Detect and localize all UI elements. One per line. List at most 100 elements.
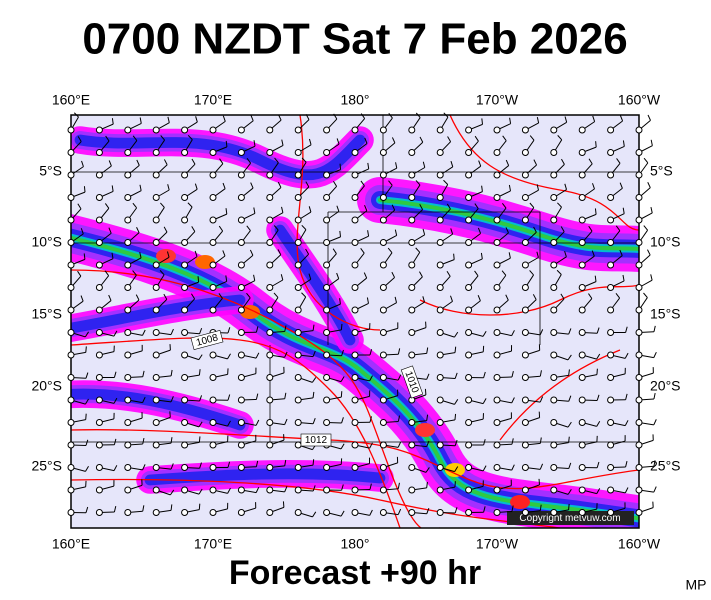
wind-barb-flag [253, 274, 256, 281]
wind-station [578, 486, 586, 494]
wind-barb-flag [477, 295, 481, 301]
wind-station [294, 441, 302, 449]
wind-station [465, 126, 473, 134]
wind-station [237, 171, 245, 179]
wind-station [351, 171, 359, 179]
wind-barb-flag [594, 208, 597, 215]
wind-station [408, 351, 416, 359]
wind-station [266, 329, 274, 336]
wind-barb-flag [650, 206, 653, 214]
wind-barb-flag [483, 439, 486, 446]
wind-station [323, 396, 331, 404]
wind-station [493, 486, 501, 494]
wind-station [209, 216, 217, 224]
wind-barb-flag [132, 270, 137, 276]
wind-station [550, 171, 558, 179]
wind-barb-flag [419, 271, 423, 278]
wind-barb-flag [391, 204, 396, 211]
wind-barb-flag [647, 249, 651, 256]
wind-station [323, 419, 331, 426]
wind-barb-flag [250, 182, 254, 189]
wind-station [408, 306, 416, 314]
wind-station [152, 126, 160, 134]
wind-barb-flag [170, 463, 174, 470]
wind-barb-flag [508, 184, 511, 192]
wind-barb-flag [225, 275, 228, 282]
wind-station [436, 441, 444, 449]
wind-barb-flag [159, 270, 165, 276]
wind-barb-flag [650, 139, 653, 146]
wind-barb-flag [305, 181, 310, 188]
wind-barb-flag [483, 371, 486, 378]
wind-station [209, 284, 217, 291]
wind-station [181, 486, 189, 494]
wind-barb-flag [167, 184, 170, 191]
wind-station [351, 374, 359, 381]
wind-barb-flag [426, 373, 430, 380]
wind-barb-flag [653, 392, 656, 400]
wind-station [237, 464, 245, 471]
wind-station [465, 239, 473, 246]
wind-station [67, 149, 75, 156]
wind-station [124, 239, 132, 246]
wind-barb-flag [481, 185, 483, 192]
wind-barb-flag [336, 138, 340, 145]
wind-station [237, 351, 245, 359]
wind-barb-flag [255, 352, 260, 359]
wind-barb-flag [280, 274, 284, 281]
wind-station [436, 419, 444, 426]
wind-station [266, 464, 274, 471]
wind-station [95, 171, 103, 179]
lon-label-top: 180° [341, 92, 370, 108]
wind-barb-flag [167, 116, 170, 123]
wind-barb-flag [191, 226, 196, 232]
wind-barb-flag [397, 508, 402, 515]
wind-station [465, 419, 473, 426]
wind-barb-flag [482, 330, 487, 337]
wind-station [550, 486, 558, 494]
wind-barb-flag [195, 116, 198, 123]
wind-barb-flag [160, 202, 165, 208]
wind-station [635, 486, 643, 494]
wind-barb-flag [391, 137, 396, 144]
wind-station [95, 396, 103, 404]
wind-barb-flag [625, 461, 628, 468]
wind-barb-flag [222, 182, 226, 189]
wind-barb-flag [391, 271, 395, 278]
wind-barb-flag [619, 182, 623, 189]
wind-barb-flag [443, 112, 449, 118]
wind-barb-flag [142, 329, 146, 336]
wind-barb-flag [135, 294, 140, 301]
isobar-label-box [400, 365, 424, 399]
wind-station [181, 306, 189, 314]
wind-barb-flag [564, 183, 568, 190]
wind-barb-flag [394, 229, 398, 236]
wind-barb-flag [529, 202, 535, 208]
wind-station [95, 374, 103, 381]
wind-barb-flag [454, 507, 458, 514]
wind-barb-flag [567, 489, 572, 495]
wind-station [436, 396, 444, 404]
wind-station [550, 464, 558, 471]
wind-barb-flag [308, 273, 312, 280]
wind-station [493, 396, 501, 404]
wind-station [95, 239, 103, 246]
wind-station [181, 216, 189, 224]
wind-barb-flag [84, 331, 89, 338]
wind-station [607, 171, 615, 179]
wind-barb-flag [363, 272, 368, 279]
wind-station [237, 396, 245, 404]
wind-station [237, 419, 245, 426]
wind-barb-flag [222, 250, 226, 257]
wind-station [408, 194, 416, 201]
copyright-box [507, 511, 634, 525]
wind-barb-flag [532, 294, 537, 300]
wind-barb-flag [450, 160, 454, 167]
wind-station [351, 239, 359, 246]
wind-station [152, 374, 160, 381]
wind-station [181, 351, 189, 359]
wind-barb-flag [139, 117, 142, 124]
wind-barb-flag [564, 250, 567, 257]
lat-label-right: 25°S [650, 458, 681, 474]
wind-barb-flag [312, 511, 317, 518]
